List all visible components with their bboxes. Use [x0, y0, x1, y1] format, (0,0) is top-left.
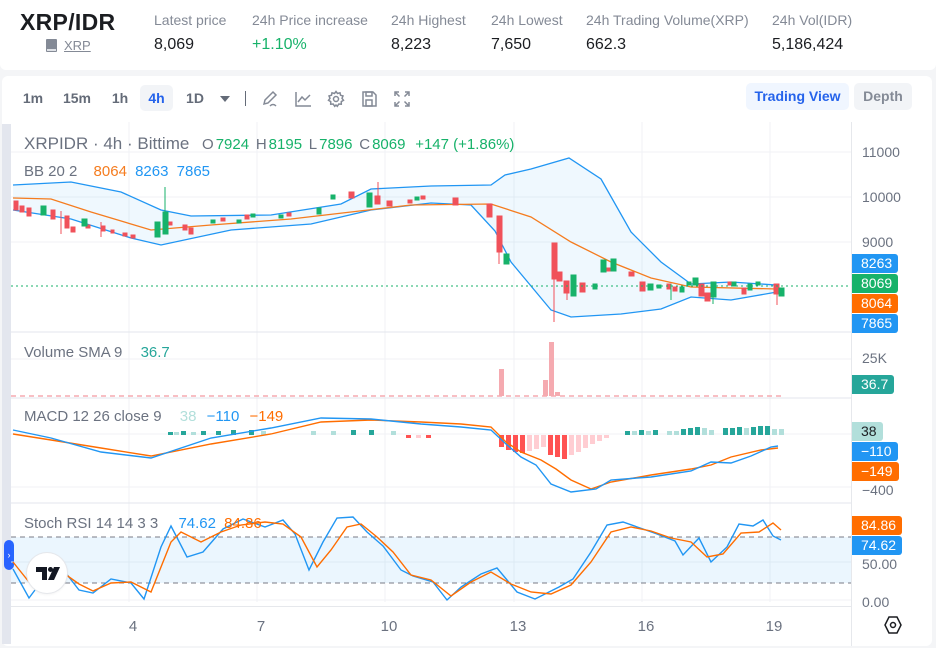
macd-value: −110 [206, 408, 240, 425]
stat-24h-low: 24h Lowest 7,650 [491, 12, 563, 53]
stoch-k-value: 74.62 [178, 515, 216, 532]
bb-legend[interactable]: BB 20 2 8064 8263 7865 [24, 163, 211, 180]
macd-tag: −110 [852, 442, 898, 461]
macd-hist-tag: 38 [852, 422, 883, 441]
ohlc-open: 7924 [215, 136, 250, 153]
timeframe-15m[interactable]: 15m [62, 90, 92, 106]
pair-title: XRP/IDR [20, 9, 116, 35]
tradingview-chart[interactable]: › [2, 122, 932, 646]
macd-signal-tag: −149 [852, 462, 899, 481]
volume-sma-value: 36.7 [140, 344, 170, 361]
bb-basis-tag: 8064 [852, 294, 899, 313]
settings-icon[interactable] [326, 89, 346, 109]
chart-toolbar: 1m 15m 1h 4h 1D Trading View Depth [2, 76, 932, 122]
volume-sma-tag: 36.7 [852, 375, 895, 394]
time-axis[interactable]: 4 7 10 13 16 19 [11, 606, 851, 646]
ohlc-low-label: L [308, 136, 318, 153]
stat-24h-volume-base: 24h Trading Volume(XRP) 662.3 [586, 12, 749, 53]
bb-upper-tag: 8263 [852, 254, 899, 273]
bb-lower-tag: 7865 [852, 314, 899, 333]
drawing-sidebar [2, 124, 11, 644]
bb-upper-value: 8263 [135, 163, 169, 180]
fullscreen-icon[interactable] [392, 89, 412, 109]
timeframe-dropdown-icon[interactable] [220, 96, 230, 102]
save-icon[interactable] [359, 89, 379, 109]
last-price-tag: 8069 [852, 274, 899, 293]
chart-panel: 1m 15m 1h 4h 1D Trading View Depth › [2, 76, 932, 646]
stoch-legend[interactable]: Stoch RSI 14 14 3 3 74.62 84.86 [24, 515, 262, 532]
ohlc-open-label: O [202, 136, 214, 153]
draw-icon[interactable] [260, 89, 280, 109]
ohlc-close-label: C [359, 136, 371, 153]
pair-info[interactable]: XRP [46, 38, 91, 53]
macd-histogram [168, 426, 784, 459]
timeframe-1d[interactable]: 1D [186, 90, 204, 106]
macd-hist-value: 38 [179, 408, 197, 425]
ohlc-change: +147 (+1.86%) [415, 136, 515, 153]
candlesticks [13, 182, 785, 322]
indicators-icon[interactable] [293, 89, 313, 109]
stoch-d-value: 84.86 [224, 515, 262, 532]
stoch-k-tag: 74.62 [852, 536, 903, 555]
tradingview-logo[interactable] [27, 553, 67, 593]
base-asset-link[interactable]: XRP [64, 38, 91, 53]
stoch-d-tag: 84.86 [852, 516, 903, 535]
macd-legend[interactable]: MACD 12 26 close 9 38 −110 −149 [24, 408, 284, 425]
toolbar-divider [245, 91, 246, 106]
bb-basis-value: 8064 [93, 163, 127, 180]
ohlc-high-label: H [255, 136, 267, 153]
timeframe-4h[interactable]: 4h [140, 85, 173, 111]
chart-plot-area[interactable] [11, 122, 852, 602]
expand-sidebar-button[interactable]: › [4, 540, 14, 570]
chart-settings-icon[interactable] [882, 614, 904, 636]
timeframe-1m[interactable]: 1m [22, 90, 44, 106]
macd-signal-value: −149 [249, 408, 284, 425]
stat-price-change: 24h Price increase +1.10% [252, 12, 368, 53]
symbol-label: XRPIDR · 4h · Bittime [24, 134, 190, 153]
stat-24h-high: 24h Highest 8,223 [391, 12, 466, 53]
price-axis[interactable]: 11000 10000 9000 8263 8069 8064 7865 25K… [851, 122, 932, 646]
stat-24h-volume-quote: 24h Vol(IDR) 5,186,424 [772, 12, 853, 53]
main-legend: XRPIDR · 4h · Bittime O 7924 H 8195 L 7896 … [24, 134, 516, 154]
timeframe-1h[interactable]: 1h [111, 90, 129, 106]
stat-latest-price: Latest price 8,069 [154, 12, 227, 53]
trading-view-button[interactable]: Trading View [746, 83, 849, 110]
ohlc-high: 8195 [268, 136, 303, 153]
depth-button[interactable]: Depth [854, 83, 912, 110]
ticker-header: XRP/IDR XRP Latest price 8,069 24h Price… [0, 0, 936, 70]
bb-lower-value: 7865 [176, 163, 211, 180]
volume-legend[interactable]: Volume SMA 9 36.7 [24, 344, 170, 361]
ohlc-low: 7896 [319, 136, 353, 153]
ohlc-close: 8069 [372, 136, 406, 153]
book-icon [46, 39, 57, 52]
